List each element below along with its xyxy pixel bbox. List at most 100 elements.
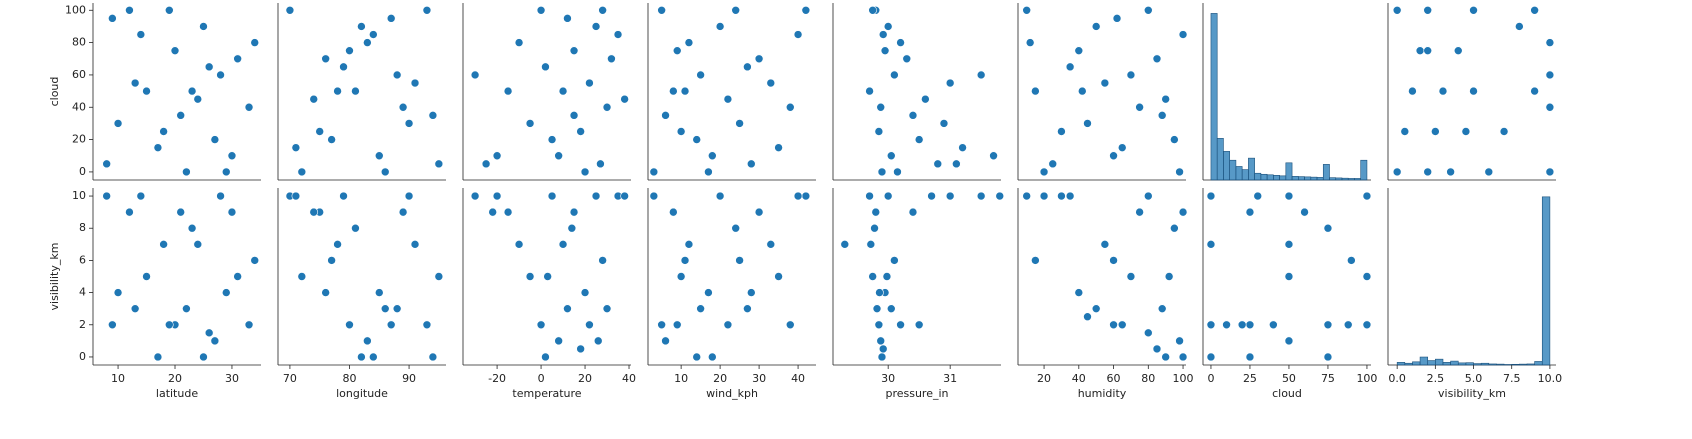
histogram-bar: [1534, 361, 1543, 366]
histogram-bar: [1511, 363, 1520, 366]
point: [1083, 312, 1092, 322]
point: [746, 288, 756, 297]
histogram-bar: [1304, 176, 1312, 181]
point: [1031, 256, 1040, 265]
point: [593, 336, 603, 346]
y-tick-label: 4: [79, 286, 86, 299]
point: [470, 70, 480, 80]
point: [1022, 191, 1031, 201]
point: [1077, 86, 1087, 96]
point: [136, 191, 146, 201]
point: [870, 223, 879, 233]
point: [1048, 159, 1058, 169]
point: [1143, 191, 1153, 201]
point: [785, 102, 795, 112]
histogram-bar: [1316, 177, 1324, 181]
point: [1083, 119, 1092, 128]
point: [558, 86, 568, 96]
point: [676, 272, 686, 281]
point: [672, 46, 682, 55]
point: [680, 86, 690, 96]
point: [876, 102, 886, 112]
point: [1126, 70, 1136, 80]
point: [339, 191, 348, 201]
point: [1031, 86, 1040, 96]
point: [244, 320, 254, 330]
histogram-bar: [1503, 364, 1513, 366]
histogram-bar: [1260, 173, 1268, 181]
point: [933, 159, 943, 169]
point: [1362, 320, 1372, 330]
point: [1469, 86, 1478, 96]
histogram-bar: [1488, 363, 1497, 366]
point: [743, 304, 752, 313]
point: [585, 320, 594, 330]
point: [1222, 320, 1231, 330]
point: [297, 272, 307, 281]
point: [684, 38, 694, 47]
point: [199, 352, 208, 362]
x-tick-label: 20: [168, 372, 182, 385]
point: [1143, 328, 1153, 338]
point: [309, 94, 319, 104]
point: [1065, 62, 1075, 72]
point: [250, 256, 260, 265]
point: [1362, 191, 1372, 201]
point: [793, 30, 803, 39]
point: [125, 5, 134, 15]
point: [327, 135, 336, 144]
point: [958, 143, 967, 152]
point: [204, 328, 214, 338]
point: [410, 240, 420, 249]
x-tick-label: 2.5: [1427, 372, 1445, 385]
point: [1126, 272, 1136, 281]
point: [1323, 320, 1333, 330]
point: [363, 336, 372, 346]
point: [193, 240, 203, 249]
point: [428, 352, 438, 362]
point: [754, 207, 764, 217]
histogram-bar: [1496, 363, 1505, 366]
point: [1178, 207, 1188, 217]
point: [976, 191, 986, 201]
point: [488, 207, 497, 217]
point: [1152, 344, 1162, 354]
point: [392, 304, 402, 313]
point: [113, 288, 123, 297]
point: [890, 70, 899, 80]
point: [165, 320, 174, 330]
point: [598, 256, 607, 265]
point: [1245, 320, 1255, 330]
point: [369, 30, 378, 39]
histogram-bar: [1248, 157, 1255, 181]
point: [125, 207, 134, 217]
point: [661, 336, 670, 346]
point: [1100, 78, 1110, 88]
point: [514, 38, 524, 47]
histogram-bar: [1310, 176, 1318, 181]
point: [404, 191, 414, 201]
y-tick-label: 20: [72, 133, 86, 146]
point: [1112, 14, 1122, 23]
point: [216, 70, 225, 80]
point: [1091, 304, 1101, 313]
point: [481, 159, 491, 169]
point: [233, 54, 242, 64]
point: [890, 256, 899, 265]
point: [153, 143, 163, 152]
histogram-bar: [1473, 363, 1482, 366]
point: [182, 304, 191, 313]
point: [1453, 46, 1463, 55]
x-tick-label: 20: [578, 372, 592, 385]
point: [902, 54, 912, 64]
point: [692, 352, 702, 362]
point: [723, 320, 733, 330]
point: [285, 5, 295, 15]
point: [170, 46, 180, 55]
histogram-bar: [1450, 360, 1459, 366]
point: [1091, 22, 1101, 31]
x-tick-label: 31: [943, 372, 957, 385]
point: [696, 304, 705, 313]
x-tick-label: 30: [752, 372, 766, 385]
